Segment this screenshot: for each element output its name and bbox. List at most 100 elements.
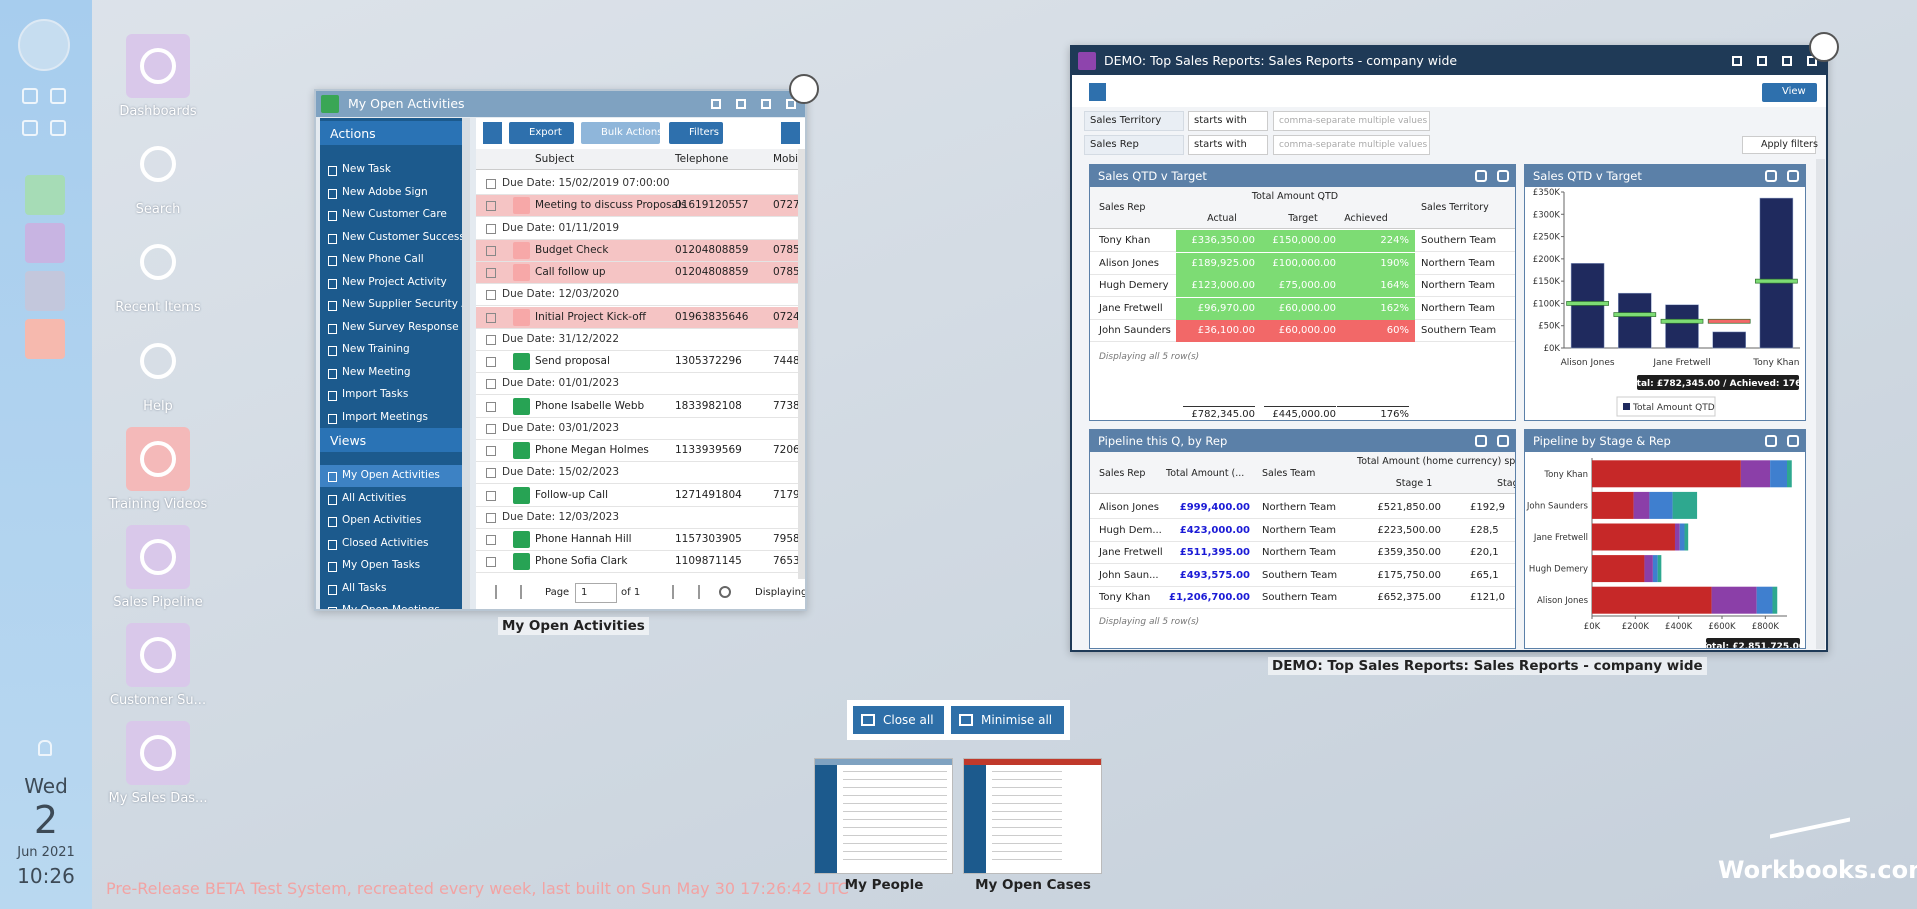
nav-icon[interactable]	[22, 88, 38, 104]
desktop-icon[interactable]	[126, 721, 190, 786]
view-item[interactable]: My Open Meetings	[342, 604, 440, 609]
view-item[interactable]: All Activities	[342, 491, 407, 504]
expand-toggle[interactable]	[486, 223, 496, 234]
pager-arrow[interactable]	[520, 585, 532, 599]
window-thumbnail[interactable]	[814, 758, 953, 874]
desktop-icon-label[interactable]: Customer Su...	[109, 693, 207, 709]
app-tile[interactable]	[25, 223, 65, 263]
desktop-icon-label[interactable]: Training Videos	[108, 496, 208, 512]
expand-toggle[interactable]	[486, 490, 496, 501]
nav-icon[interactable]	[50, 88, 66, 104]
window-close[interactable]	[789, 74, 819, 104]
action-item[interactable]: New Task	[342, 163, 391, 175]
view-item[interactable]: Closed Activities	[342, 536, 429, 549]
desktop-icon-label[interactable]: Recent Items	[115, 300, 201, 316]
apply-filters-button[interactable]: Apply filters	[1742, 136, 1818, 154]
action-item[interactable]: New Meeting	[342, 365, 411, 378]
window-button[interactable]: Minimise all	[951, 706, 1064, 734]
expand-toggle[interactable]	[486, 535, 496, 545]
action-item[interactable]: New Adobe Sign	[342, 185, 428, 198]
pager-arrow[interactable]	[662, 585, 674, 599]
toolbar-button[interactable]: Bulk Actions	[581, 122, 662, 144]
expand-toggle[interactable]	[486, 557, 496, 568]
window-control[interactable]	[761, 99, 771, 109]
view-item[interactable]: My Open Tasks	[342, 559, 421, 571]
notification-bell[interactable]	[38, 740, 52, 756]
desktop-icon[interactable]	[126, 132, 190, 196]
toolbar-button[interactable]: Filters	[669, 122, 723, 144]
action-item[interactable]: Import Meetings	[342, 410, 428, 423]
filter-operator[interactable]: starts with	[1188, 135, 1268, 155]
thumbnail-caption[interactable]: My People	[844, 877, 924, 893]
grid-cell[interactable]: Budget Check	[535, 243, 609, 256]
desktop-icon[interactable]	[126, 623, 190, 688]
action-item[interactable]: Import Tasks	[342, 388, 409, 400]
expand-toggle[interactable]	[486, 512, 496, 523]
expand-toggle[interactable]	[486, 312, 496, 323]
expand-toggle[interactable]	[486, 268, 496, 278]
grid-cell[interactable]: Initial Project Kick-off	[535, 310, 646, 323]
grid-cell[interactable]: Follow-up Call	[535, 488, 608, 501]
app-logo[interactable]	[18, 19, 70, 71]
desktop-icon[interactable]	[126, 230, 190, 294]
expand-toggle[interactable]	[486, 446, 496, 456]
grid-cell[interactable]: Phone Hannah Hill	[535, 533, 632, 545]
panel-control[interactable]	[1787, 170, 1799, 182]
grid-cell[interactable]: Meeting to discuss Proposals	[535, 199, 687, 212]
app-tile[interactable]	[25, 319, 65, 359]
window-control[interactable]	[711, 99, 721, 109]
desktop-icon-label[interactable]: Sales Pipeline	[113, 595, 203, 610]
grid-cell[interactable]: Phone Isabelle Webb	[535, 399, 645, 412]
expand-toggle[interactable]	[486, 290, 496, 301]
panel-control[interactable]	[1765, 435, 1777, 447]
desktop-icon[interactable]	[126, 426, 190, 491]
window-button[interactable]: Close all	[853, 706, 944, 734]
expand-toggle[interactable]	[486, 423, 496, 434]
expand-toggle[interactable]	[486, 401, 496, 412]
panel-control[interactable]	[1475, 170, 1487, 182]
window-control[interactable]	[736, 99, 746, 109]
pager-arrow[interactable]	[495, 585, 507, 599]
views-header[interactable]: Views	[320, 428, 462, 452]
view-item[interactable]: All Tasks	[342, 581, 387, 594]
view-button[interactable]: View	[1762, 83, 1817, 102]
window-control[interactable]	[1782, 56, 1792, 66]
desktop-icon[interactable]	[126, 525, 190, 589]
app-tile[interactable]	[25, 271, 65, 311]
toolbar-icon-button[interactable]	[1089, 83, 1106, 101]
pager-arrow[interactable]	[688, 585, 700, 599]
window-control[interactable]	[786, 99, 796, 109]
desktop-icon-label[interactable]: Search	[135, 202, 181, 218]
page-input[interactable]: 1	[575, 583, 617, 603]
window-control[interactable]	[1757, 56, 1767, 66]
action-item[interactable]: New Customer Care	[342, 208, 447, 220]
view-item[interactable]: Open Activities	[342, 514, 422, 526]
thumbnail-caption[interactable]: My Open Cases	[975, 877, 1091, 893]
window-thumbnail[interactable]	[963, 758, 1102, 874]
grid-cell[interactable]: Phone Megan Holmes	[535, 444, 649, 456]
filter-operator[interactable]: starts with	[1188, 111, 1268, 131]
toolbar-button[interactable]: Export	[509, 122, 574, 144]
actions-header[interactable]: Actions	[320, 121, 462, 145]
panel-control[interactable]	[1497, 435, 1509, 447]
expand-toggle[interactable]	[486, 179, 496, 189]
view-item[interactable]: My Open Activities	[342, 469, 440, 481]
app-tile[interactable]	[25, 175, 65, 215]
pager-refresh[interactable]	[719, 586, 731, 598]
expand-toggle[interactable]	[486, 357, 496, 367]
grid-cell[interactable]: Phone Sofia Clark	[535, 555, 628, 568]
window-control[interactable]	[1732, 56, 1742, 66]
desktop-icon-label[interactable]: My Sales Das...	[108, 791, 208, 807]
nav-icon[interactable]	[50, 120, 66, 136]
window-caption[interactable]: My Open Activities	[498, 617, 649, 635]
action-item[interactable]: New Phone Call	[342, 253, 424, 265]
panel-control[interactable]	[1765, 170, 1777, 182]
action-item[interactable]: New Training	[342, 343, 410, 355]
grid-cell[interactable]: Call follow up	[535, 266, 606, 278]
toolbar-icon-button[interactable]	[483, 122, 502, 144]
action-item[interactable]: New Survey Response	[342, 320, 459, 333]
action-item[interactable]: New Supplier Security A...	[342, 298, 470, 310]
desktop-icon[interactable]	[126, 329, 190, 393]
action-item[interactable]: New Project Activity	[342, 275, 447, 288]
desktop-icon-label[interactable]: Dashboards	[119, 104, 197, 119]
